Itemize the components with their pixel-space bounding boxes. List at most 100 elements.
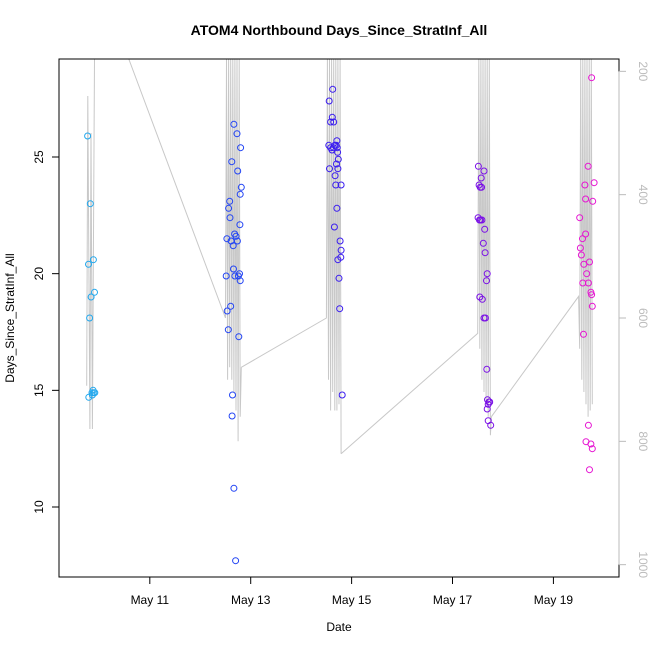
data-point <box>327 118 335 126</box>
data-point <box>588 74 596 82</box>
data-point <box>334 148 342 156</box>
data-point <box>588 291 596 299</box>
data-point <box>580 330 587 338</box>
data-point <box>87 293 95 301</box>
y2-tick-label: 600 <box>636 308 650 328</box>
x-tick-label: May 19 <box>534 593 574 607</box>
x-tick-label: May 17 <box>433 593 473 607</box>
data-point <box>334 155 342 163</box>
data-point <box>330 118 338 126</box>
data-point <box>337 246 345 254</box>
data-point <box>583 270 591 278</box>
data-point <box>234 167 242 175</box>
data-point <box>579 235 586 243</box>
data-point <box>236 221 244 229</box>
data-point <box>582 230 590 238</box>
data-point <box>226 214 234 222</box>
y-tick-label: 10 <box>32 500 46 514</box>
data-point <box>579 279 587 287</box>
y-tick-label: 20 <box>32 267 46 281</box>
chart-title: ATOM4 Northbound Days_Since_StratInf_All <box>191 22 488 38</box>
data-point <box>227 302 235 310</box>
y2-tick-label: 200 <box>636 61 650 81</box>
data-point <box>330 223 338 231</box>
data-point <box>236 277 244 285</box>
data-point <box>84 132 92 140</box>
data-point <box>328 113 336 121</box>
data-point <box>237 183 245 191</box>
data-point <box>586 466 593 474</box>
x-tick-label: May 13 <box>231 593 271 607</box>
data-point <box>223 307 231 315</box>
points-layer <box>84 74 598 565</box>
data-point <box>233 130 241 138</box>
data-point <box>331 172 339 180</box>
data-point <box>332 181 340 189</box>
data-point <box>474 162 482 170</box>
data-point <box>236 270 243 278</box>
data-point <box>225 204 233 212</box>
data-point <box>478 183 486 191</box>
data-point <box>483 277 490 285</box>
data-point <box>477 174 485 182</box>
data-point <box>334 256 342 264</box>
data-point <box>229 242 237 250</box>
data-point <box>91 389 99 397</box>
data-point <box>333 137 341 145</box>
y2-axis: 200 400 600 800 1000 <box>618 61 650 578</box>
data-point <box>230 120 238 128</box>
data-point <box>588 302 596 310</box>
data-point <box>590 179 598 187</box>
data-point <box>232 557 240 565</box>
data-point <box>86 200 94 208</box>
data-point <box>226 197 234 205</box>
data-point <box>222 272 230 280</box>
data-point <box>230 265 237 273</box>
data-point <box>577 251 585 259</box>
data-point <box>228 412 236 420</box>
data-point <box>236 190 244 198</box>
data-point <box>337 181 345 189</box>
data-point <box>479 239 487 247</box>
data-point <box>230 484 238 492</box>
data-point <box>329 85 337 93</box>
data-point <box>333 144 341 152</box>
data-point <box>582 195 590 203</box>
gray-trace-segment <box>340 58 492 455</box>
data-point <box>589 197 597 205</box>
data-point <box>483 405 491 413</box>
data-point <box>88 391 96 399</box>
y2-tick-label: 1000 <box>636 551 650 578</box>
data-point <box>336 237 344 245</box>
data-point <box>576 244 584 252</box>
gray-trace-segment <box>86 58 95 430</box>
data-point <box>338 391 346 399</box>
data-point <box>481 249 489 257</box>
x-axis-label: Date <box>326 620 352 634</box>
data-point <box>483 365 491 373</box>
data-point <box>89 256 97 264</box>
data-point <box>481 225 489 233</box>
data-point <box>326 165 333 173</box>
data-point <box>584 421 592 429</box>
data-point <box>229 391 236 399</box>
data-point <box>580 260 588 268</box>
y2-tick-label: 800 <box>636 431 650 451</box>
data-point <box>237 144 245 152</box>
gray-trace-segment <box>128 58 242 442</box>
data-point <box>334 165 342 173</box>
data-point <box>486 398 494 406</box>
data-point <box>480 167 488 175</box>
x-axis: May 11 May 13 May 15 May 17 May 19 <box>131 576 574 607</box>
data-point <box>487 421 495 429</box>
data-point <box>91 288 98 296</box>
gray-trace-segment <box>241 58 342 454</box>
data-point <box>85 260 92 268</box>
data-point <box>333 160 340 168</box>
data-point <box>336 305 344 313</box>
data-point <box>481 314 489 322</box>
data-point <box>224 326 232 334</box>
data-point <box>335 274 343 282</box>
data-point <box>233 237 241 245</box>
